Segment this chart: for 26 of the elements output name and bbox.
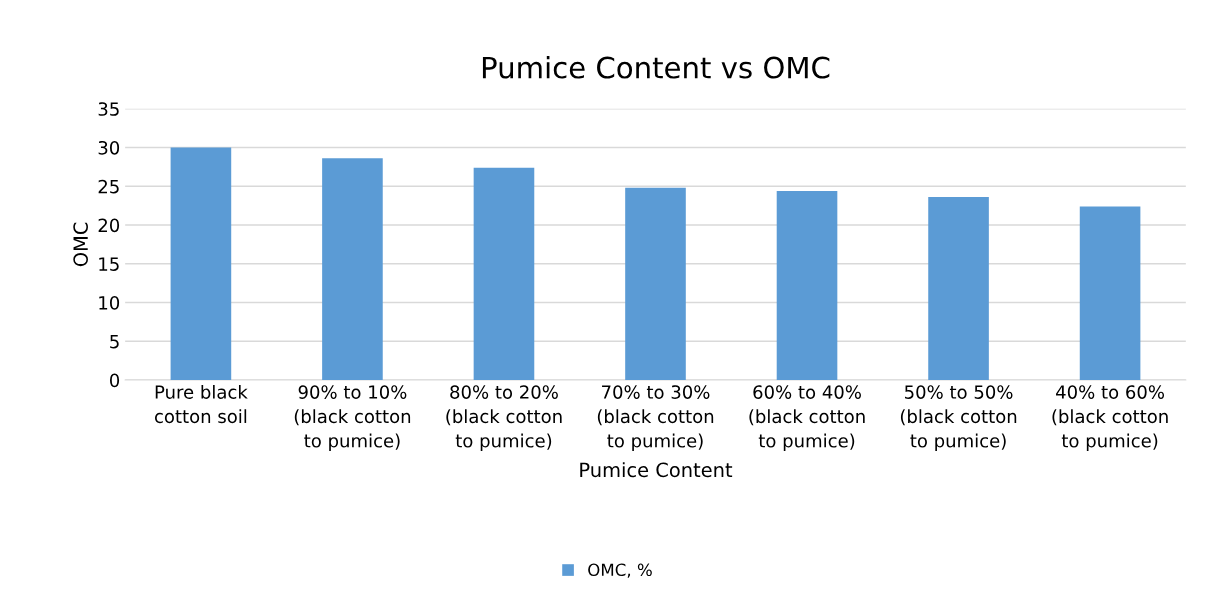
y-tick-label: 30 [98,140,120,155]
x-tick-label: Pure black cotton soil [154,384,248,424]
legend-label: OMC, % [588,563,652,578]
x-tick-label: 80% to 20% (black cotton to pumice) [446,385,562,452]
y-tick-label: 15 [99,257,119,271]
chart-title: Pumice Content vs OMC [482,56,830,79]
y-tick-label: 25 [98,179,119,194]
bar [928,197,989,381]
bar [1079,206,1141,381]
x-tick-label: 90% to 10% (black cotton to pumice) [294,385,411,452]
x-tick-label: 50% to 50% (black cotton to pumice) [900,385,1017,452]
y-tick-label: 20 [98,218,120,233]
bar [625,187,686,381]
x-tick-label: 70% to 30% (black cotton to pumice) [597,385,714,452]
x-tick-label: 40% to 60% (black cotton to pumice) [1052,385,1168,452]
x-axis-title: Pumice Content [580,462,733,478]
bar [473,167,535,381]
y-tick-label: 35 [98,102,119,116]
y-tick-label: 5 [110,334,119,349]
y-axis-title: OMC [73,222,88,267]
bar [322,158,383,381]
y-tick-label: 0 [109,373,120,388]
bar [170,147,232,381]
y-tick-label: 10 [99,295,120,310]
x-tick-label: 60% to 40% (black cotton to pumice) [749,385,865,452]
bar [776,190,838,381]
